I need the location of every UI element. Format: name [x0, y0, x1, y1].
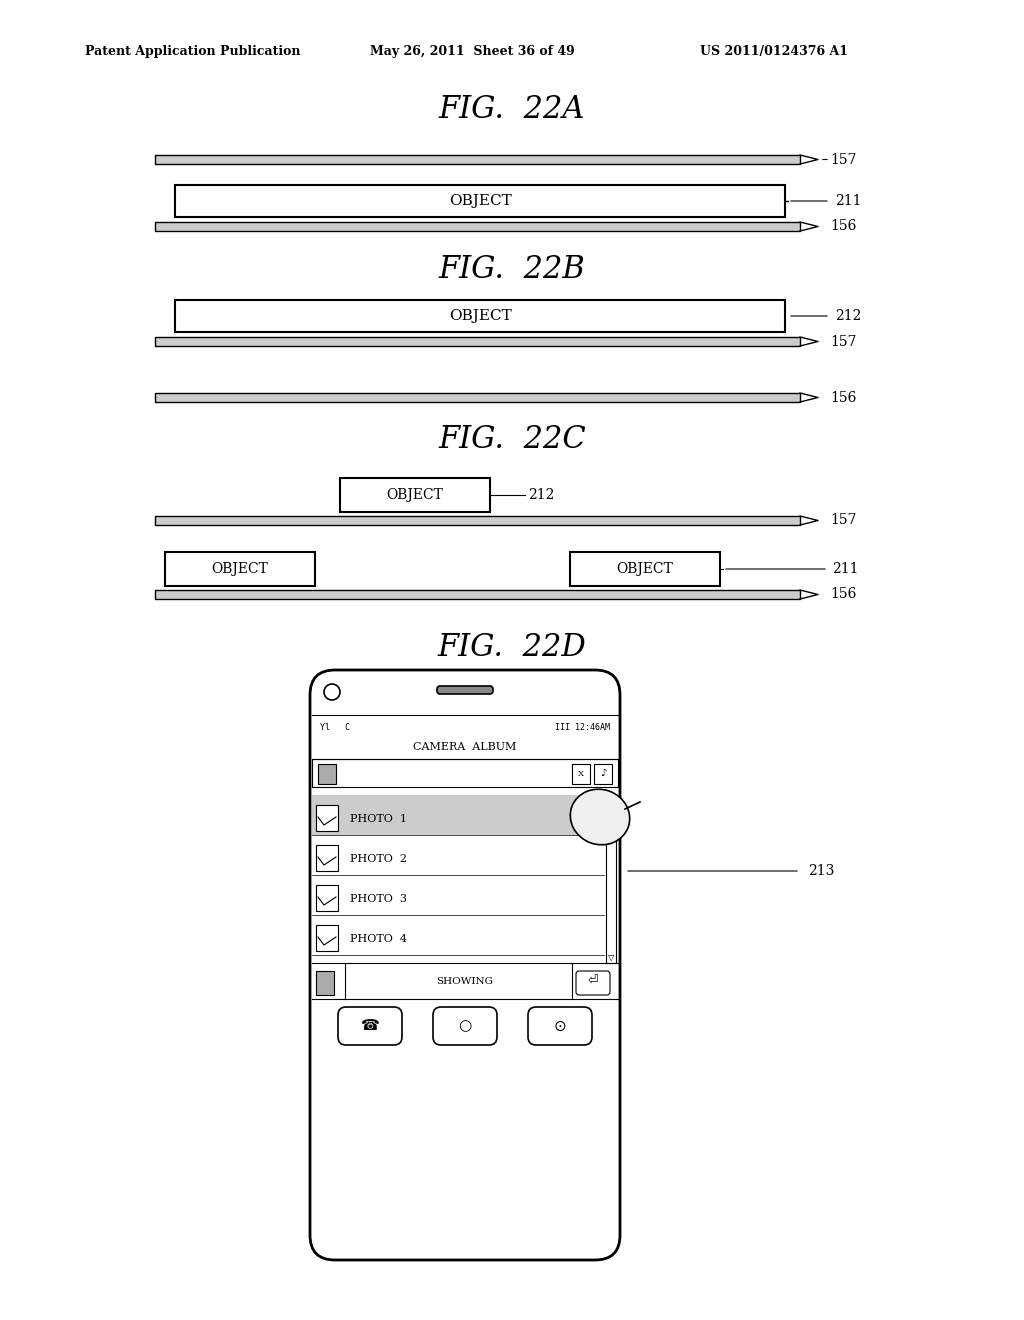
- Bar: [155, 222, 800, 231]
- Bar: [606, 795, 616, 964]
- Text: 211: 211: [831, 562, 858, 576]
- FancyBboxPatch shape: [338, 1007, 402, 1045]
- Bar: [155, 516, 800, 525]
- Text: PHOTO  2: PHOTO 2: [350, 854, 407, 865]
- Text: FIG.  22B: FIG. 22B: [438, 255, 586, 285]
- Text: III 12:46AM: III 12:46AM: [555, 722, 610, 731]
- Text: PHOTO  3: PHOTO 3: [350, 894, 407, 904]
- Text: ☎: ☎: [360, 1019, 380, 1034]
- Text: Patent Application Publication: Patent Application Publication: [85, 45, 300, 58]
- Bar: [316, 925, 338, 950]
- FancyBboxPatch shape: [437, 686, 493, 694]
- Text: 156: 156: [830, 587, 856, 602]
- Text: OBJECT: OBJECT: [212, 562, 268, 576]
- Text: ♪: ♪: [600, 770, 606, 779]
- Bar: [155, 154, 800, 164]
- Bar: [155, 337, 800, 346]
- Bar: [570, 552, 720, 586]
- Text: PHOTO  4: PHOTO 4: [350, 935, 407, 944]
- Bar: [594, 764, 612, 784]
- Bar: [155, 393, 800, 403]
- Ellipse shape: [570, 789, 630, 845]
- Text: PHOTO  1: PHOTO 1: [350, 814, 407, 824]
- Bar: [155, 590, 800, 599]
- Text: OBJECT: OBJECT: [387, 488, 443, 502]
- Text: 156: 156: [830, 391, 856, 404]
- Text: 157: 157: [830, 334, 856, 348]
- Text: 157: 157: [830, 513, 856, 528]
- Text: ▽: ▽: [608, 953, 614, 961]
- Bar: [175, 300, 785, 333]
- Bar: [165, 552, 315, 586]
- Text: OBJECT: OBJECT: [449, 194, 511, 209]
- Bar: [316, 845, 338, 871]
- Bar: [316, 972, 334, 995]
- Text: FIG.  22D: FIG. 22D: [437, 632, 587, 664]
- Text: Yl   C: Yl C: [319, 722, 350, 731]
- Text: 213: 213: [808, 865, 835, 878]
- Text: May 26, 2011  Sheet 36 of 49: May 26, 2011 Sheet 36 of 49: [370, 45, 574, 58]
- Text: 157: 157: [830, 153, 856, 166]
- Text: 212: 212: [835, 309, 861, 323]
- Text: US 2011/0124376 A1: US 2011/0124376 A1: [700, 45, 848, 58]
- Bar: [572, 764, 590, 784]
- FancyBboxPatch shape: [433, 1007, 497, 1045]
- Text: X: X: [578, 770, 584, 777]
- Text: SHOWING: SHOWING: [436, 977, 494, 986]
- Bar: [312, 795, 604, 836]
- Bar: [316, 805, 338, 832]
- Text: FIG.  22C: FIG. 22C: [438, 425, 586, 455]
- Bar: [340, 478, 490, 512]
- Text: 156: 156: [830, 219, 856, 234]
- Bar: [312, 759, 618, 787]
- Text: ○: ○: [459, 1019, 472, 1034]
- Bar: [318, 764, 336, 784]
- FancyBboxPatch shape: [310, 671, 620, 1261]
- Text: OBJECT: OBJECT: [616, 562, 674, 576]
- Text: 212: 212: [528, 488, 554, 502]
- Text: 211: 211: [835, 194, 861, 209]
- Text: ▲: ▲: [608, 792, 614, 801]
- Bar: [175, 185, 785, 216]
- Text: FIG.  22A: FIG. 22A: [439, 95, 585, 125]
- Bar: [607, 803, 615, 838]
- Text: OBJECT: OBJECT: [449, 309, 511, 323]
- Text: CAMERA  ALBUM: CAMERA ALBUM: [414, 742, 517, 752]
- FancyBboxPatch shape: [575, 972, 610, 995]
- Bar: [316, 884, 338, 911]
- Text: ⊙: ⊙: [554, 1019, 566, 1034]
- FancyBboxPatch shape: [528, 1007, 592, 1045]
- Text: ⏎: ⏎: [588, 974, 598, 987]
